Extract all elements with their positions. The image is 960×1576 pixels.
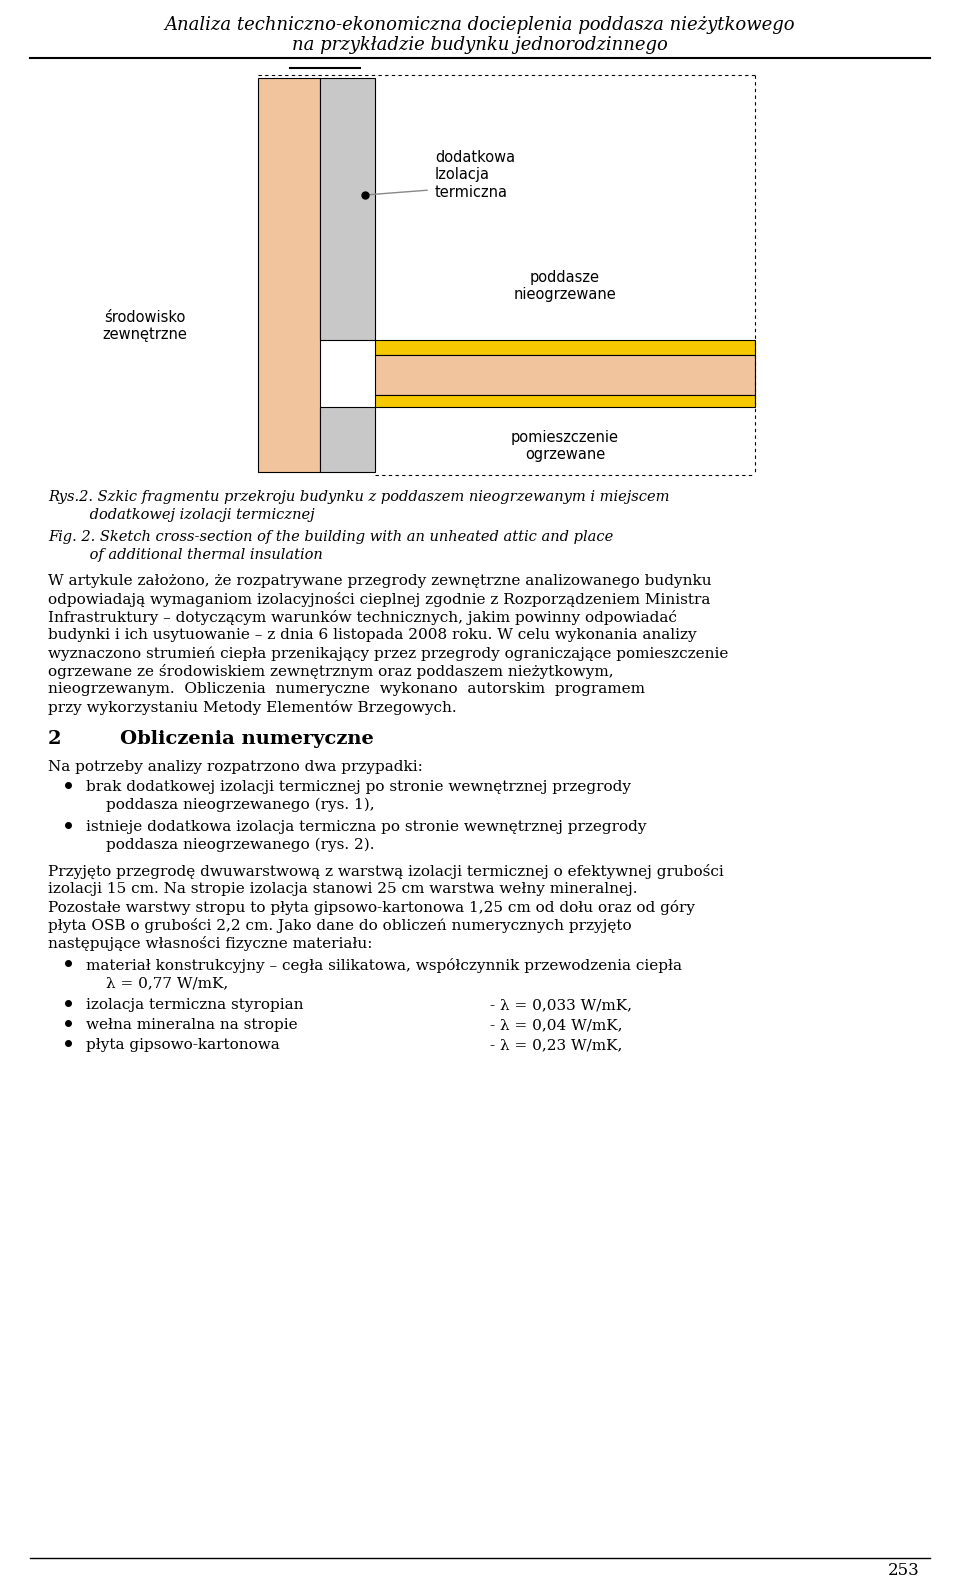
- Text: poddasza nieogrzewanego (rys. 1),: poddasza nieogrzewanego (rys. 1),: [106, 797, 374, 812]
- Text: - λ = 0,23 W/mK,: - λ = 0,23 W/mK,: [490, 1039, 622, 1053]
- Text: Fig. 2. Sketch cross-section of the building with an unheated attic and place: Fig. 2. Sketch cross-section of the buil…: [48, 530, 613, 544]
- Text: izolacji 15 cm. Na stropie izolacja stanowi 25 cm warstwa wełny mineralnej.: izolacji 15 cm. Na stropie izolacja stan…: [48, 883, 637, 897]
- Text: Analiza techniczno-ekonomiczna docieplenia poddasza nieżytkowego: Analiza techniczno-ekonomiczna docieplen…: [165, 16, 795, 35]
- Text: nieogrzewanym.  Obliczenia  numeryczne  wykonano  autorskim  programem: nieogrzewanym. Obliczenia numeryczne wyk…: [48, 682, 645, 697]
- Text: izolacja termiczna styropian: izolacja termiczna styropian: [86, 998, 303, 1012]
- Text: budynki i ich usytuowanie – z dnia 6 listopada 2008 roku. W celu wykonania anali: budynki i ich usytuowanie – z dnia 6 lis…: [48, 627, 697, 641]
- Text: przy wykorzystaniu Metody Elementów Brzegowych.: przy wykorzystaniu Metody Elementów Brze…: [48, 700, 457, 716]
- Text: następujące własności fizyczne materiału:: następujące własności fizyczne materiału…: [48, 936, 372, 950]
- Text: of additional thermal insulation: of additional thermal insulation: [48, 548, 323, 563]
- Text: wyznaczono strumień ciepła przenikający przez przegrody ograniczające pomieszcze: wyznaczono strumień ciepła przenikający …: [48, 646, 729, 660]
- Text: - λ = 0,033 W/mK,: - λ = 0,033 W/mK,: [490, 998, 632, 1012]
- Text: W artykule założono, że rozpatrywane przegrody zewnętrzne analizowanego budynku: W artykule założono, że rozpatrywane prz…: [48, 574, 711, 588]
- Bar: [258, 77, 320, 471]
- Text: na przykładzie budynku jednorodzinnego: na przykładzie budynku jednorodzinnego: [292, 36, 668, 54]
- Text: Pozostałe warstwy stropu to płyta gipsowo-kartonowa 1,25 cm od dołu oraz od góry: Pozostałe warstwy stropu to płyta gipsow…: [48, 900, 695, 916]
- Text: Obliczenia numeryczne: Obliczenia numeryczne: [120, 730, 373, 749]
- Text: materiał konstrukcyjny – cegła silikatowa, współczynnik przewodzenia ciepła: materiał konstrukcyjny – cegła silikatow…: [86, 958, 682, 972]
- Text: poddasze
nieogrzewane: poddasze nieogrzewane: [514, 269, 616, 303]
- Text: odpowiadają wymaganiom izolacyjności cieplnej zgodnie z Rozporządzeniem Ministra: odpowiadają wymaganiom izolacyjności cie…: [48, 593, 710, 607]
- Text: ogrzewane ze środowiskiem zewnętrznym oraz poddaszem nieżytkowym,: ogrzewane ze środowiskiem zewnętrznym or…: [48, 663, 613, 679]
- Bar: [320, 407, 375, 471]
- Text: dodatkowej izolacji termicznej: dodatkowej izolacji termicznej: [48, 507, 315, 522]
- Text: Przyjęto przegrodę dwuwarstwową z warstwą izolacji termicznej o efektywnej grubo: Przyjęto przegrodę dwuwarstwową z warstw…: [48, 864, 724, 879]
- Text: 253: 253: [888, 1562, 920, 1576]
- Bar: [320, 77, 375, 340]
- Text: pomieszczenie
ogrzewane: pomieszczenie ogrzewane: [511, 430, 619, 462]
- Text: poddasza nieogrzewanego (rys. 2).: poddasza nieogrzewanego (rys. 2).: [106, 838, 374, 853]
- Bar: [375, 340, 755, 355]
- Text: Na potrzeby analizy rozpatrzono dwa przypadki:: Na potrzeby analizy rozpatrzono dwa przy…: [48, 760, 422, 774]
- Text: - λ = 0,04 W/mK,: - λ = 0,04 W/mK,: [490, 1018, 622, 1032]
- Text: środowisko
zewnętrzne: środowisko zewnętrzne: [103, 310, 187, 342]
- Text: wełna mineralna na stropie: wełna mineralna na stropie: [86, 1018, 298, 1032]
- Text: Rys.2. Szkic fragmentu przekroju budynku z poddaszem nieogrzewanym i miejscem: Rys.2. Szkic fragmentu przekroju budynku…: [48, 490, 669, 504]
- Text: płyta OSB o grubości 2,2 cm. Jako dane do obliczeń numerycznych przyjęto: płyta OSB o grubości 2,2 cm. Jako dane d…: [48, 917, 632, 933]
- Text: płyta gipsowo-kartonowa: płyta gipsowo-kartonowa: [86, 1039, 279, 1053]
- Text: istnieje dodatkowa izolacja termiczna po stronie wewnętrznej przegrody: istnieje dodatkowa izolacja termiczna po…: [86, 820, 646, 834]
- Bar: [375, 396, 755, 407]
- Text: Infrastruktury – dotyczącym warunków technicznych, jakim powinny odpowiadać: Infrastruktury – dotyczącym warunków tec…: [48, 610, 677, 626]
- Text: 2: 2: [48, 730, 61, 749]
- Text: brak dodatkowej izolacji termicznej po stronie wewnętrznej przegrody: brak dodatkowej izolacji termicznej po s…: [86, 780, 631, 794]
- Text: λ = 0,77 W/mK,: λ = 0,77 W/mK,: [106, 976, 228, 990]
- Bar: [375, 355, 755, 396]
- Text: dodatkowa
Izolacja
termiczna: dodatkowa Izolacja termiczna: [435, 150, 516, 200]
